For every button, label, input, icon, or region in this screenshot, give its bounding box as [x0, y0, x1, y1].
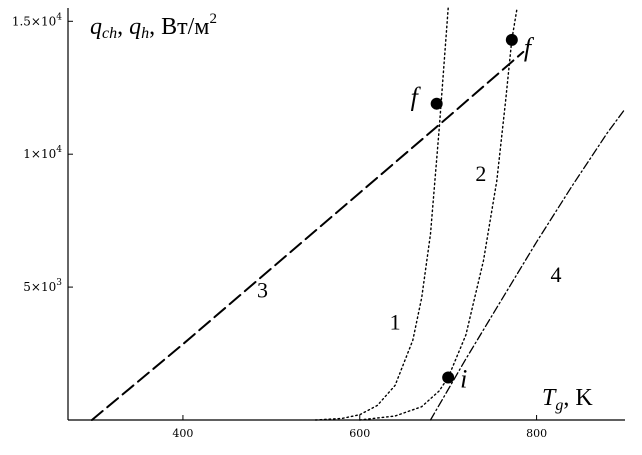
point-label-i: i [460, 364, 467, 393]
curve-label-3: 3 [257, 278, 268, 303]
x-tick-label: 400 [172, 427, 193, 440]
x-tick-label: 800 [526, 427, 547, 440]
labels-layer: 1 2 3 4 [257, 161, 562, 335]
curve-label-1: 1 [390, 310, 401, 335]
axes: 400 600 800 5×103 1×104 1.5×104 [12, 8, 625, 440]
series-line-3 [90, 50, 525, 421]
point-label-f: f [411, 83, 422, 112]
series-layer [90, 7, 626, 421]
y-tick-label: 1×104 [23, 145, 62, 161]
curve-label-2: 2 [475, 161, 486, 186]
series-line-2 [359, 7, 518, 421]
y-tick-label: 5×103 [23, 278, 62, 294]
point-label-f: f [524, 33, 535, 62]
x-axis-title: Tg, K [542, 385, 593, 414]
x-tick-label: 600 [349, 427, 370, 440]
y-axis-title: qch, qh, Вт/м2 [90, 11, 217, 42]
series-line-1 [314, 7, 449, 421]
series-line-4 [429, 108, 626, 421]
point-marker-f [505, 33, 518, 46]
curve-label-4: 4 [551, 262, 562, 287]
point-marker-f [430, 97, 443, 110]
points-layer: f f i [411, 33, 535, 394]
y-tick-label: 1.5×104 [12, 12, 62, 28]
point-marker-i [442, 371, 455, 384]
